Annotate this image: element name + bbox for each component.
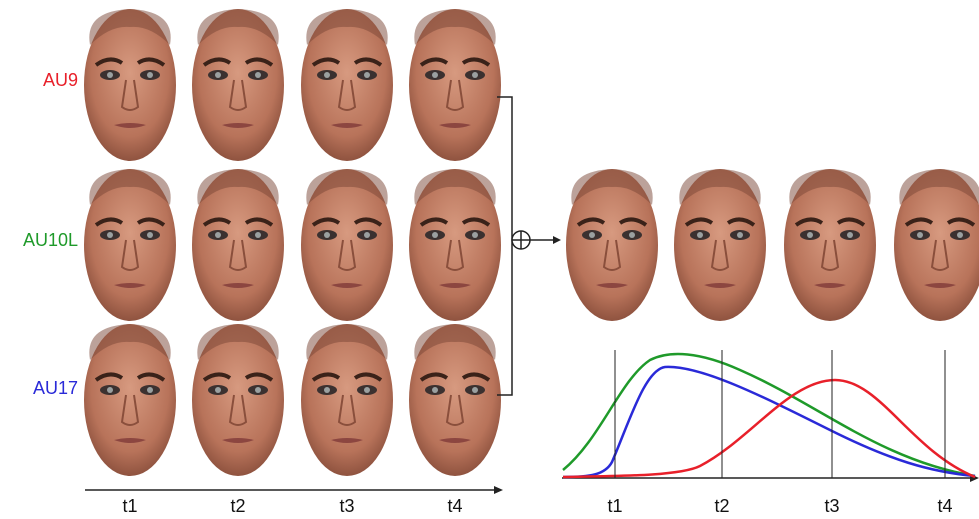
face — [566, 169, 658, 321]
figure: AU9 AU10L AU17 t1 t1 t2 t2 t3 t3 t4 t4 — [0, 0, 979, 519]
time-label: t1 — [122, 496, 137, 516]
time-label: t4 — [447, 496, 462, 516]
face — [192, 9, 284, 161]
face — [409, 169, 501, 321]
face — [84, 169, 176, 321]
face — [784, 169, 876, 321]
face — [84, 324, 176, 476]
time-label: t2 — [714, 496, 729, 516]
time-label: t3 — [339, 496, 354, 516]
faces — [84, 9, 979, 476]
face — [674, 169, 766, 321]
face — [301, 9, 393, 161]
time-label: t1 — [607, 496, 622, 516]
time-label: t4 — [937, 496, 952, 516]
face — [192, 324, 284, 476]
axis-arrow — [494, 486, 503, 494]
time-label: t3 — [824, 496, 839, 516]
face — [84, 9, 176, 161]
face — [409, 324, 501, 476]
face — [894, 169, 979, 321]
row-label: AU9 — [43, 70, 78, 90]
face — [192, 169, 284, 321]
face — [409, 9, 501, 161]
row-label: AU10L — [23, 230, 78, 250]
arrow-head — [553, 236, 561, 244]
row-label: AU17 — [33, 378, 78, 398]
face — [301, 169, 393, 321]
time-label: t2 — [230, 496, 245, 516]
face — [301, 324, 393, 476]
